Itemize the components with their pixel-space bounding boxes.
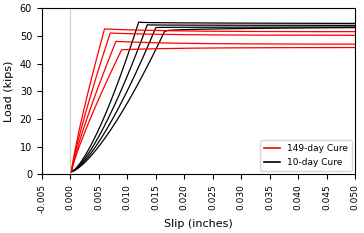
X-axis label: Slip (inches): Slip (inches)	[164, 219, 233, 229]
Legend: 149-day Cure, 10-day Cure: 149-day Cure, 10-day Cure	[260, 140, 352, 171]
Y-axis label: Load (kips): Load (kips)	[4, 61, 14, 122]
